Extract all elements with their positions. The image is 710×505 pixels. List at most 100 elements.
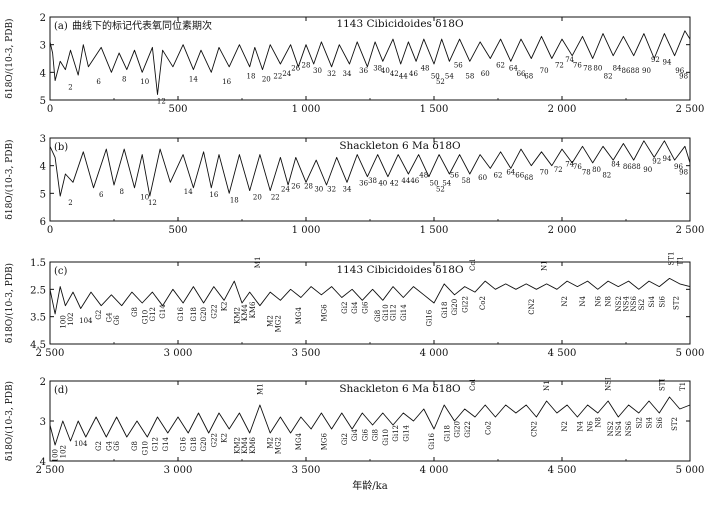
stage-label: 44 bbox=[399, 73, 408, 81]
panel-label: (a) bbox=[54, 21, 68, 32]
stage-label: 2 bbox=[68, 84, 72, 92]
panel-d: 2 500 3 000 3 500 4 000 4 500 5 000 2 3 4 δ18O/(1… bbox=[4, 377, 704, 492]
panel-title: 1143 Cibicidoides δ18O bbox=[336, 264, 464, 276]
stage-label: 104 bbox=[79, 317, 93, 325]
y-tick-label: 4 bbox=[40, 457, 46, 468]
stage-label: 98 bbox=[679, 73, 688, 81]
stage-label: 18 bbox=[230, 196, 239, 204]
stage-label: 82 bbox=[604, 73, 613, 81]
x-tick-label: 1 500 bbox=[420, 225, 449, 236]
stage-label: KM2 bbox=[233, 437, 241, 454]
stage-label: 32 bbox=[327, 70, 336, 78]
x-tick-label: 3 500 bbox=[292, 348, 321, 359]
stage-label: Gi16 bbox=[428, 432, 436, 449]
stage-label: Gi20 bbox=[451, 299, 459, 316]
stage-label: 24 bbox=[282, 70, 291, 78]
stage-label: G20 bbox=[200, 437, 208, 452]
y-axis-label: δ18O/(10-3, PDB) bbox=[4, 139, 15, 219]
stage-label: 74 bbox=[565, 160, 574, 168]
x-tick-label: 1 000 bbox=[292, 104, 321, 115]
stage-label: 48 bbox=[421, 64, 430, 72]
stage-label: 34 bbox=[342, 185, 351, 193]
stage-label: NS4 bbox=[615, 420, 623, 436]
stage-label: 42 bbox=[390, 180, 399, 188]
stage-label: T1 bbox=[676, 256, 684, 265]
stage-label: G4 bbox=[105, 312, 113, 323]
stage-label: NS4 bbox=[623, 296, 631, 312]
stage-label: 50 bbox=[431, 73, 440, 81]
stage-label: Co2 bbox=[479, 296, 487, 310]
stage-label: Si2 bbox=[635, 417, 643, 429]
stage-label: 10 bbox=[140, 194, 149, 202]
stage-label: K2 bbox=[221, 433, 229, 443]
stage-label: 80 bbox=[592, 166, 601, 174]
y-tick-label: 2.5 bbox=[30, 285, 46, 296]
stage-label: 96 bbox=[675, 67, 684, 75]
stage-label: MG4 bbox=[295, 432, 303, 450]
stage-label: Gi4 bbox=[351, 428, 359, 441]
stage-label: Co2 bbox=[484, 421, 492, 435]
stage-label: 92 bbox=[652, 158, 661, 166]
stage-label: 38 bbox=[368, 177, 377, 185]
stage-label: G16 bbox=[180, 436, 188, 451]
stage-label: Gi2 bbox=[341, 302, 349, 314]
stage-label: MG2 bbox=[274, 437, 282, 454]
stage-label: G14 bbox=[159, 304, 167, 319]
stage-label: 56 bbox=[450, 171, 459, 179]
stage-label: G8 bbox=[131, 307, 139, 317]
stage-label: Gi18 bbox=[441, 302, 449, 319]
stage-label: Col bbox=[469, 258, 477, 271]
stage-label: 56 bbox=[454, 62, 463, 70]
stage-label: CN2 bbox=[528, 299, 536, 315]
stage-label: N2 bbox=[561, 421, 569, 432]
stage-label: 66 bbox=[515, 171, 524, 179]
stage-label: 16 bbox=[209, 191, 218, 199]
stage-label: 102 bbox=[59, 445, 67, 458]
stage-label: N1 bbox=[543, 380, 551, 391]
x-tick-label: 4 000 bbox=[420, 465, 449, 476]
x-tick-label: 2 500 bbox=[676, 104, 705, 115]
stage-label: ST2 bbox=[671, 417, 679, 431]
panel-c: 2 500 3 000 3 500 4 000 4 500 5 000 1.5 2.5 3.5 4… bbox=[4, 252, 704, 359]
stage-label: 12 bbox=[148, 199, 157, 207]
stage-label: 68 bbox=[524, 174, 533, 182]
stage-label: G12 bbox=[149, 307, 157, 322]
stage-label: NS2 bbox=[615, 296, 623, 311]
stage-label: Gi12 bbox=[390, 304, 398, 321]
stage-label: 62 bbox=[496, 62, 505, 70]
stage-label: Si4 bbox=[646, 416, 654, 428]
stage-label: 14 bbox=[184, 188, 193, 196]
stage-label: G18 bbox=[190, 437, 198, 452]
x-tick-label: 1 500 bbox=[420, 104, 449, 115]
stage-label: MG6 bbox=[320, 432, 328, 450]
stage-label: Col bbox=[469, 378, 477, 391]
stage-label: 88 bbox=[632, 163, 641, 171]
y-tick-label: 2 bbox=[40, 13, 46, 24]
stage-label: G12 bbox=[152, 437, 160, 452]
panel-annotation: 曲线下的标记代表氧同位素期次 bbox=[72, 19, 212, 32]
x-tick-label: 4 000 bbox=[420, 348, 449, 359]
stage-label: 86 bbox=[623, 163, 632, 171]
stage-label: 98 bbox=[679, 169, 688, 177]
stage-label: Gi6 bbox=[361, 301, 369, 314]
stage-label: 64 bbox=[509, 64, 518, 72]
stage-label: 52 bbox=[436, 185, 445, 193]
stage-label: M2 bbox=[267, 315, 275, 327]
stage-label: Gi14 bbox=[402, 424, 410, 441]
stage-label: 84 bbox=[613, 64, 622, 72]
x-tick-label: 2 000 bbox=[548, 104, 577, 115]
stage-label: M1 bbox=[254, 257, 262, 269]
y-tick-label: 3.5 bbox=[30, 313, 46, 324]
stage-label: 32 bbox=[327, 185, 336, 193]
panel-title: 1143 Cibicidoides δ18O bbox=[336, 18, 464, 30]
x-tick-label: 4 500 bbox=[548, 348, 577, 359]
stage-label: NSI bbox=[605, 377, 613, 391]
x-tick-label: 5 000 bbox=[676, 348, 705, 359]
stage-label: ST1 bbox=[667, 252, 675, 266]
stage-label: NS6 bbox=[630, 296, 638, 312]
y-axis-label: δ18O/(10-3, PDB) bbox=[4, 263, 15, 343]
series-line bbox=[49, 140, 691, 197]
stage-label: 30 bbox=[314, 185, 323, 193]
stage-label: 64 bbox=[506, 169, 515, 177]
